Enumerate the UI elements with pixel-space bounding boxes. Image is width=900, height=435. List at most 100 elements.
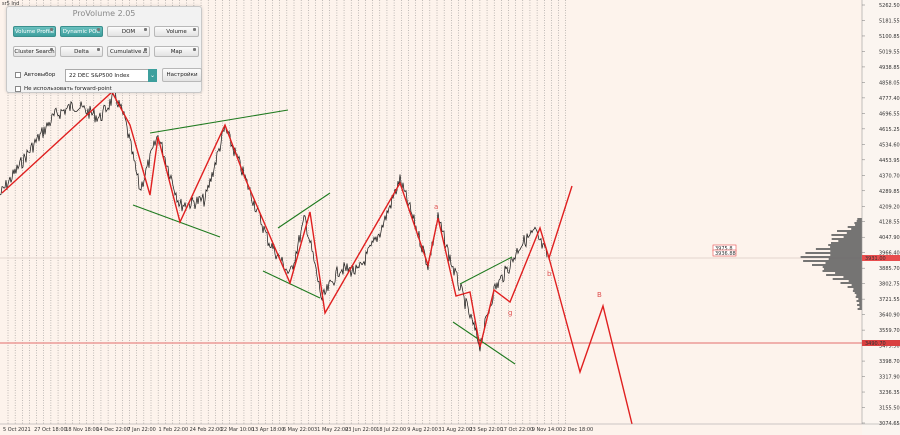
wave-label: g <box>508 309 512 317</box>
volume-profile <box>800 218 862 310</box>
menu-dot-icon <box>97 28 100 31</box>
trend-line <box>149 109 289 134</box>
menu-dot-icon <box>144 48 147 51</box>
date-tick-label: 9 Nov 14:00 <box>532 427 563 433</box>
price-tick-label: 3966.40 <box>879 251 900 257</box>
forecast-path <box>548 257 633 425</box>
price-tick-label: 3398.70 <box>879 359 900 365</box>
date-tick-label: 27 Oct 18:00 <box>34 427 67 433</box>
cumulative-delta-button[interactable]: Cumulative Δ <box>107 46 150 57</box>
wave-labels: a b g B <box>434 203 602 317</box>
forward-point-label: Не использовать forward-point <box>24 86 112 92</box>
dropdown-arrow-icon[interactable]: ⌄ <box>148 69 157 82</box>
menu-dot-icon <box>193 28 196 31</box>
price-tick-label: 4370.70 <box>879 173 900 179</box>
date-tick-label: 6 May 22:00 <box>283 427 314 433</box>
panel-title: ProVolume 2.05 <box>72 9 136 18</box>
date-tick-label: 14 Dec 22:00 <box>96 427 130 433</box>
wave-zigzag <box>1 90 633 425</box>
date-tick-label: 9 Aug 22:00 <box>407 427 438 433</box>
menu-dot-icon <box>97 48 100 51</box>
menu-dot-icon <box>50 48 53 51</box>
volume-profile-histogram <box>800 218 862 310</box>
price-tag-label: 3975.8 <box>715 246 733 252</box>
trend-lines <box>132 109 516 365</box>
menu-dot-icon <box>144 28 147 31</box>
wave-zigzag-line <box>1 90 573 348</box>
price-tick-label: 3640.90 <box>879 313 900 319</box>
auto-select-label: Автовыбор <box>24 72 56 78</box>
date-tick-label: 31 May 22:00 <box>314 427 348 433</box>
price-line <box>0 88 548 352</box>
vertical-grid <box>7 0 566 424</box>
wave-label: b <box>547 270 552 278</box>
price-tag-box <box>712 249 737 257</box>
date-tick-label: 22 Mar 10:00 <box>221 427 254 433</box>
auto-select-checkbox[interactable] <box>15 72 21 78</box>
trend-line <box>262 270 321 299</box>
date-tick-label: 17 Oct 22:00 <box>501 427 534 433</box>
menu-dot-icon <box>193 48 196 51</box>
dom-button[interactable]: DOM <box>107 26 150 37</box>
price-tick-label: 4777.40 <box>879 96 900 102</box>
trend-line <box>459 256 513 285</box>
menu-dot-icon <box>50 28 53 31</box>
price-tick-label: 3479.50 <box>879 344 900 350</box>
forward-point-checkbox[interactable] <box>15 86 21 92</box>
date-tick-label: 2 Dec 18:00 <box>563 427 593 433</box>
cluster-search-button[interactable]: Cluster Search <box>13 46 56 57</box>
delta-button[interactable]: Delta <box>60 46 103 57</box>
price-tick-label: 5181.55 <box>879 18 900 24</box>
date-tick-label: 23 Jun 22:00 <box>345 427 377 433</box>
wave-label: a <box>434 203 438 211</box>
price-tick-label: 4047.90 <box>879 235 900 241</box>
trend-line <box>277 192 331 229</box>
price-tick-label: 4289.85 <box>879 189 900 195</box>
price-tick-label: 4534.60 <box>879 142 900 148</box>
wave-label: B <box>597 291 602 299</box>
volume-profile-button[interactable]: Volume Profile <box>13 26 56 37</box>
date-tick-label: 24 Feb 22:00 <box>190 427 223 433</box>
price-tick-label: 3317.90 <box>879 375 900 381</box>
price-tick-label: 4453.95 <box>879 158 900 164</box>
price-tick-label: 3721.55 <box>879 297 900 303</box>
price-tick-label: 4128.55 <box>879 220 900 226</box>
date-tick-label: 13 Apr 18:00 <box>252 427 285 433</box>
price-series <box>0 88 548 352</box>
price-tag-label: 3490.70 <box>865 341 886 347</box>
map-button[interactable]: Map <box>154 46 199 57</box>
settings-button[interactable]: Настройки <box>162 68 202 82</box>
date-tick-label: 5 Oct 2021 <box>3 427 31 433</box>
price-tag-label: 3936.88 <box>715 251 736 257</box>
instrument-select[interactable]: 22 DEC S&P500 Index <box>65 69 157 82</box>
symbol-label: sr5 Ind <box>2 1 20 7</box>
price-tick-label: 4209.20 <box>879 204 900 210</box>
date-tick-label: 1 Feb 22:00 <box>159 427 189 433</box>
dynamic-poc-button[interactable]: Dynamic POC <box>60 26 103 37</box>
price-axis: 5262.50 5181.55 5100.85 5019.55 4938.85 4858.… <box>861 0 900 435</box>
date-tick-label: 31 Aug 22:00 <box>438 427 472 433</box>
trend-line <box>452 321 516 365</box>
horizontal-levels <box>0 257 862 344</box>
price-tick-label: 5100.85 <box>879 34 900 40</box>
date-tick-label: 18 Jul 22:00 <box>376 427 406 433</box>
price-tick-label: 4938.85 <box>879 65 900 71</box>
date-tick-label: 7 Jan 22:00 <box>127 427 155 433</box>
price-tick-label: 5019.55 <box>879 49 900 55</box>
price-tag-box <box>862 255 900 261</box>
provolume-panel[interactable]: ProVolume 2.05 Volume Profile Dynamic PO… <box>6 6 202 93</box>
trend-line <box>132 204 221 238</box>
instrument-row: Автовыбор 22 DEC S&P500 Index ⌄ Настройк… <box>13 68 202 82</box>
price-tick-label: 5262.50 <box>879 3 900 9</box>
price-tick-label: 4615.25 <box>879 127 900 133</box>
date-tick-label: 18 Nov 18:00 <box>65 427 99 433</box>
date-tick-label: 23 Sep 22:00 <box>470 427 503 433</box>
price-tick-label: 3559.70 <box>879 328 900 334</box>
price-tag-box <box>862 340 900 346</box>
price-tag-label: 3931.00 <box>865 256 886 262</box>
forward-point-row: Не использовать forward-point <box>13 86 193 94</box>
volume-button[interactable]: Volume <box>154 26 199 37</box>
